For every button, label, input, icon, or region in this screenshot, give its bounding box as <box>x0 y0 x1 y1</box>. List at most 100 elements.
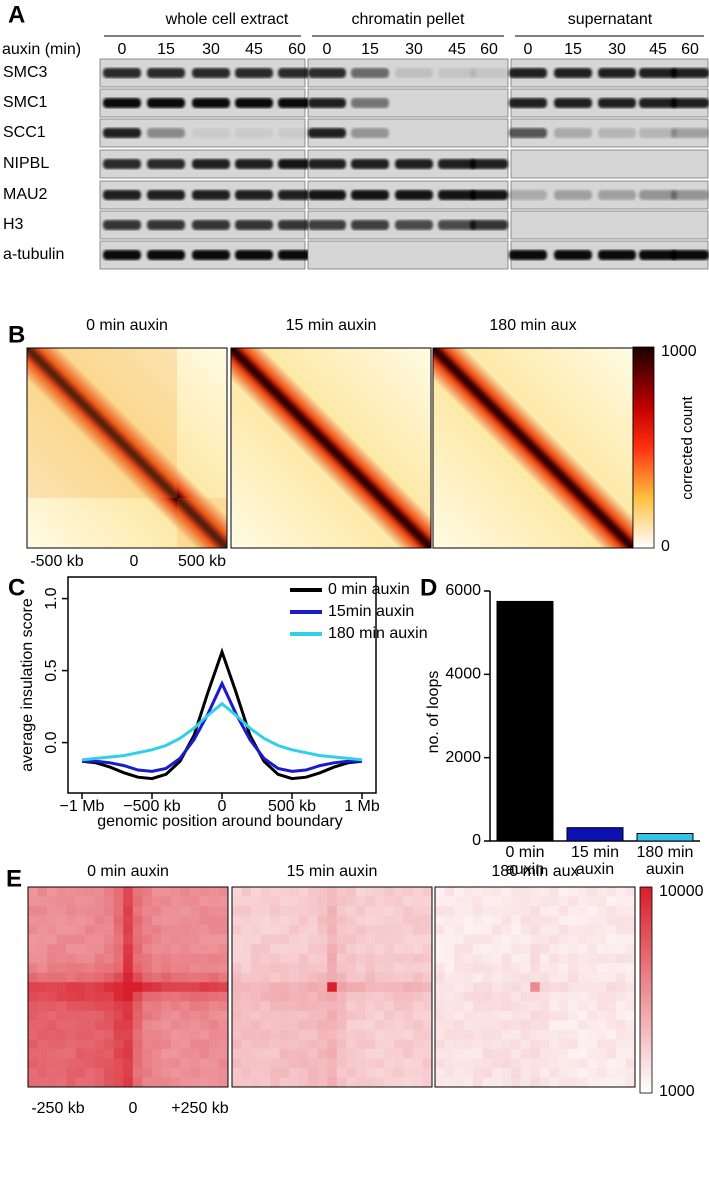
apa-cell <box>549 925 560 935</box>
apa-cell <box>374 925 385 935</box>
apa-cell <box>355 1029 366 1040</box>
apa-cell <box>511 934 522 945</box>
map-frame <box>434 886 636 1088</box>
blot-band <box>598 128 636 138</box>
apa-cell <box>625 1039 636 1050</box>
apa-cell <box>208 915 219 926</box>
apa-cell <box>151 982 162 993</box>
apa-cell <box>232 982 242 993</box>
apa-cell <box>435 982 445 993</box>
apa-cell <box>75 944 86 954</box>
apa-cell <box>511 1010 522 1021</box>
apa-cell <box>327 1039 338 1050</box>
map-frame <box>26 347 228 549</box>
apa-cell <box>56 1001 67 1012</box>
apa-cell <box>606 1048 617 1059</box>
apa-cell <box>161 944 172 954</box>
apa-cell <box>232 1020 242 1031</box>
apa-cell <box>558 925 569 935</box>
apa-cell <box>142 896 153 907</box>
apa-cell <box>104 934 115 945</box>
series-line <box>81 701 363 762</box>
y-tick-label: 2000 <box>445 749 481 766</box>
apa-cell <box>365 1001 376 1012</box>
apa-cell <box>435 906 445 916</box>
apa-cell <box>104 1010 115 1021</box>
apa-cell <box>75 925 86 935</box>
apa-cell <box>384 1010 395 1021</box>
apa-cell <box>279 925 290 935</box>
apa-cell <box>473 1039 483 1050</box>
apa-cell <box>336 972 347 983</box>
apa-cell <box>142 1058 153 1069</box>
apa-cell <box>520 944 531 954</box>
apa-cell <box>384 972 395 983</box>
apa-cell <box>104 906 115 916</box>
apa-cell <box>530 944 541 954</box>
apa-cell <box>558 887 569 897</box>
apa-cell <box>422 1067 433 1078</box>
apa-cell <box>435 1077 445 1088</box>
apa-cell <box>260 934 271 945</box>
apa-cell <box>549 1048 560 1059</box>
apa-cell <box>501 953 512 964</box>
apa-cell <box>113 972 124 983</box>
apa-cell <box>232 925 242 935</box>
apa-cell <box>317 944 328 954</box>
apa-cell <box>606 991 617 1002</box>
blot-band <box>103 220 141 230</box>
apa-cell <box>104 896 115 907</box>
legend-label: 180 min auxin <box>328 625 428 642</box>
apa-cell <box>374 991 385 1002</box>
apa-cell <box>180 887 191 897</box>
apa-cell <box>47 1010 57 1021</box>
apa-cell <box>94 963 105 974</box>
apa-cell <box>625 906 636 916</box>
apa-cell <box>132 1067 143 1078</box>
apa-cell <box>208 991 219 1002</box>
apa-cell <box>473 991 483 1002</box>
apa-cell <box>317 1020 328 1031</box>
apa-cell <box>151 1067 162 1078</box>
apa-cell <box>161 1058 172 1069</box>
apa-cell <box>435 944 445 954</box>
apa-cell <box>444 906 455 916</box>
blot-band <box>103 98 141 108</box>
apa-cell <box>511 953 522 964</box>
apa-cell <box>596 1001 607 1012</box>
apa-cell <box>189 1067 200 1078</box>
apa-cell <box>596 1039 607 1050</box>
apa-cell <box>549 944 560 954</box>
apa-cell <box>232 1029 242 1040</box>
apa-cell <box>539 953 550 964</box>
apa-cell <box>558 1039 569 1050</box>
apa-cell <box>199 1077 210 1088</box>
apa-cell <box>151 896 162 907</box>
apa-cell <box>412 972 423 983</box>
apa-cell <box>463 1077 474 1088</box>
apa-cell <box>412 915 423 926</box>
apa-cell <box>587 991 598 1002</box>
apa-cell <box>587 1048 598 1059</box>
apa-cell <box>199 915 210 926</box>
apa-cell <box>123 982 134 993</box>
apa-cell <box>403 1077 414 1088</box>
apa-cell <box>412 1039 423 1050</box>
apa-cell <box>308 1010 319 1021</box>
apa-cell <box>412 1077 423 1088</box>
apa-cell <box>511 963 522 974</box>
apa-cell <box>454 1010 464 1021</box>
apa-cell <box>270 963 280 974</box>
apa-cell <box>317 1048 328 1059</box>
apa-cell <box>412 1029 423 1040</box>
apa-cell <box>530 1039 541 1050</box>
blot-strip <box>510 210 709 240</box>
apa-cell <box>251 934 261 945</box>
apa-cell <box>47 915 57 926</box>
timepoint-label: 0 <box>118 41 127 58</box>
blot-band <box>554 68 592 78</box>
apa-cell <box>393 1010 404 1021</box>
apa-cell <box>587 944 598 954</box>
timepoint-label: 30 <box>202 41 220 58</box>
apa-cell <box>47 963 57 974</box>
